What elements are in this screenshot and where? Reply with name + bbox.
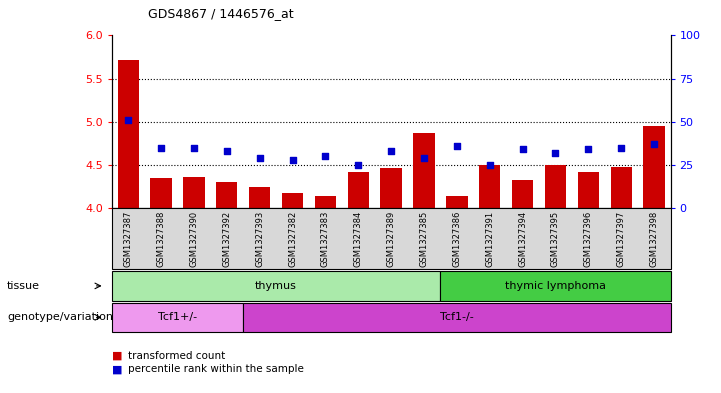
Point xyxy=(386,148,397,154)
Point xyxy=(353,162,364,168)
Point xyxy=(517,146,528,152)
Text: GSM1327391: GSM1327391 xyxy=(485,211,495,267)
Bar xyxy=(348,172,369,208)
Text: tissue: tissue xyxy=(7,281,40,291)
Text: Tcf1+/-: Tcf1+/- xyxy=(158,312,197,322)
Bar xyxy=(611,167,632,208)
Point xyxy=(287,157,298,163)
Text: GSM1327398: GSM1327398 xyxy=(650,211,658,267)
Point xyxy=(221,148,233,154)
Text: GSM1327393: GSM1327393 xyxy=(255,211,264,267)
Point xyxy=(319,153,331,160)
Point xyxy=(254,155,265,161)
Text: genotype/variation: genotype/variation xyxy=(7,312,113,322)
Point xyxy=(616,145,627,151)
Text: GSM1327390: GSM1327390 xyxy=(190,211,198,267)
Point xyxy=(188,145,200,151)
Text: ■: ■ xyxy=(112,351,123,361)
Text: ■: ■ xyxy=(112,364,123,375)
Text: GSM1327396: GSM1327396 xyxy=(584,211,593,267)
Bar xyxy=(118,60,139,208)
Text: GSM1327387: GSM1327387 xyxy=(124,211,133,267)
Bar xyxy=(282,193,304,208)
Text: GSM1327394: GSM1327394 xyxy=(518,211,527,267)
Text: GDS4867 / 1446576_at: GDS4867 / 1446576_at xyxy=(148,7,293,20)
Bar xyxy=(315,196,336,208)
Point xyxy=(123,117,134,123)
Text: percentile rank within the sample: percentile rank within the sample xyxy=(128,364,304,375)
Text: thymic lymphoma: thymic lymphoma xyxy=(505,281,606,291)
Text: GSM1327388: GSM1327388 xyxy=(156,211,166,267)
Text: GSM1327397: GSM1327397 xyxy=(616,211,626,267)
Text: GSM1327383: GSM1327383 xyxy=(321,211,330,267)
Point xyxy=(583,146,594,152)
Bar xyxy=(643,126,665,208)
Point xyxy=(549,150,561,156)
Text: GSM1327386: GSM1327386 xyxy=(452,211,461,267)
Bar xyxy=(413,133,435,208)
Bar xyxy=(545,165,566,208)
Bar xyxy=(216,182,237,208)
Point xyxy=(418,155,430,161)
Bar xyxy=(578,172,599,208)
Bar xyxy=(479,165,500,208)
Text: thymus: thymus xyxy=(255,281,297,291)
Point xyxy=(648,141,660,147)
Bar xyxy=(512,180,534,208)
Text: Tcf1-/-: Tcf1-/- xyxy=(440,312,474,322)
Text: transformed count: transformed count xyxy=(128,351,225,361)
Bar xyxy=(151,178,172,208)
Text: GSM1327385: GSM1327385 xyxy=(420,211,428,267)
Point xyxy=(451,143,463,149)
Text: GSM1327392: GSM1327392 xyxy=(222,211,231,267)
Point xyxy=(484,162,495,168)
Bar xyxy=(381,168,402,208)
Text: GSM1327389: GSM1327389 xyxy=(386,211,396,267)
Bar xyxy=(446,196,467,208)
Bar xyxy=(183,177,205,208)
Text: GSM1327384: GSM1327384 xyxy=(354,211,363,267)
Bar xyxy=(249,187,270,208)
Text: GSM1327395: GSM1327395 xyxy=(551,211,560,267)
Text: GSM1327382: GSM1327382 xyxy=(288,211,297,267)
Point xyxy=(155,145,167,151)
